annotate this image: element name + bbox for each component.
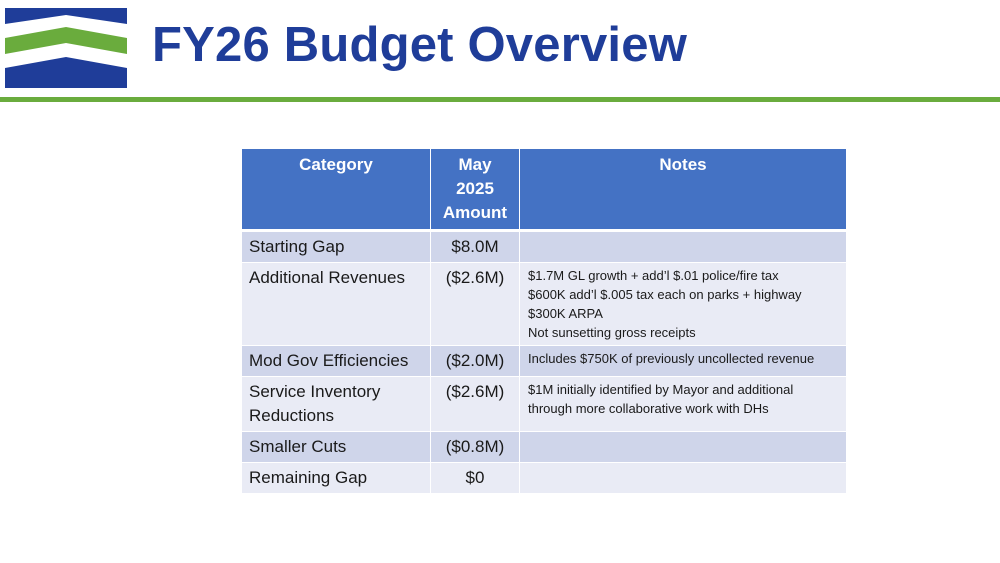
note-line: $1M initially identified by Mayor and ad…	[528, 382, 794, 416]
header-amount-line: Amount	[442, 203, 508, 222]
header-notes: Notes	[519, 148, 847, 232]
row-amount: $8.0M	[430, 230, 520, 263]
header-amount-line: 2025	[456, 179, 494, 198]
note-line: $600K add’l $.005 tax each on parks + hi…	[528, 287, 802, 302]
table-row: Smaller Cuts ($0.8M)	[241, 431, 847, 463]
row-category: Additional Revenues	[241, 262, 431, 346]
header-category: Category	[241, 148, 431, 232]
row-notes: $1M initially identified by Mayor and ad…	[519, 376, 847, 432]
logo-top-band	[5, 8, 127, 24]
table-row: Mod Gov Efficiencies ($2.0M) Includes $7…	[241, 345, 847, 377]
row-notes	[519, 462, 847, 494]
row-category: Smaller Cuts	[241, 431, 431, 463]
row-category: Mod Gov Efficiencies	[241, 345, 431, 377]
row-amount: $0	[430, 462, 520, 494]
table-row: Additional Revenues ($2.6M) $1.7M GL gro…	[241, 262, 847, 346]
row-notes	[519, 230, 847, 263]
row-category: Starting Gap	[241, 230, 431, 263]
row-notes: $1.7M GL growth + add’l $.01 police/fire…	[519, 262, 847, 346]
table-header-row: Category May 2025 Amount Notes	[241, 148, 847, 232]
budget-table: Category May 2025 Amount Notes Starting …	[241, 148, 847, 494]
title-divider	[0, 97, 1000, 102]
table-row: Starting Gap $8.0M	[241, 230, 847, 263]
row-category: Remaining Gap	[241, 462, 431, 494]
row-amount: ($2.6M)	[430, 376, 520, 432]
table-row: Service Inventory Reductions ($2.6M) $1M…	[241, 376, 847, 432]
header-amount: May 2025 Amount	[430, 148, 520, 232]
row-category: Service Inventory Reductions	[241, 376, 431, 432]
note-line: Not sunsetting gross receipts	[528, 325, 696, 340]
note-line: Includes $750K of previously uncollected…	[528, 351, 815, 366]
row-notes: Includes $750K of previously uncollected…	[519, 345, 847, 377]
logo-blue-chevron-band	[5, 57, 127, 88]
row-notes	[519, 431, 847, 463]
row-amount: ($0.8M)	[430, 431, 520, 463]
logo-green-band	[5, 27, 127, 54]
wave-chevron-logo-icon	[5, 8, 127, 88]
header-amount-line: May	[458, 155, 492, 174]
page-title: FY26 Budget Overview	[152, 18, 688, 72]
note-line: $1.7M GL growth + add’l $.01 police/fire…	[528, 268, 779, 283]
row-amount: ($2.0M)	[430, 345, 520, 377]
note-line: $300K ARPA	[528, 306, 603, 321]
row-amount: ($2.6M)	[430, 262, 520, 346]
table-row: Remaining Gap $0	[241, 462, 847, 494]
